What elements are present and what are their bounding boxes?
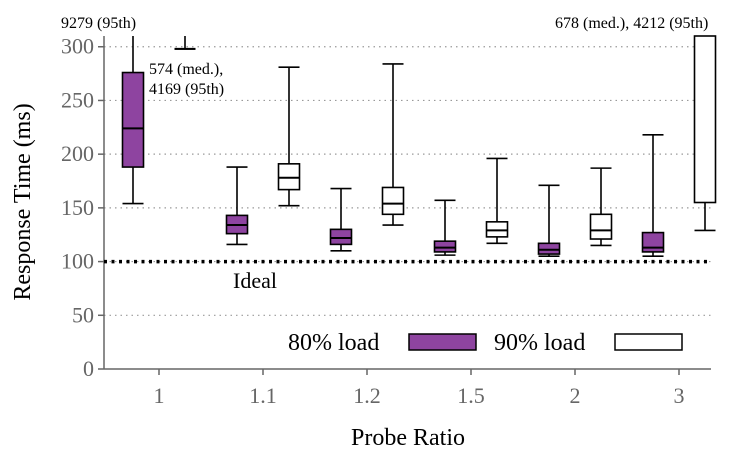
ideal-line-group: Ideal	[104, 259, 711, 293]
box-body	[641, 231, 665, 253]
y-tick-label-100: 100	[61, 249, 94, 274]
box-body	[433, 240, 457, 253]
x-tick-label-1.5: 1.5	[457, 383, 485, 408]
y-tick-label-0: 0	[83, 356, 94, 381]
y-tick-label-50: 50	[72, 302, 94, 327]
box-series	[121, 35, 717, 258]
x-tick-label-1.1: 1.1	[249, 383, 277, 408]
box-90-3	[693, 35, 717, 232]
x-tick-label-3: 3	[674, 383, 685, 408]
x-tick-label-2: 2	[570, 383, 581, 408]
box-body	[329, 228, 353, 246]
legend-label-80: 80% load	[288, 330, 379, 356]
x-ticks: 1 1.1 1.2 1.5 2 3	[154, 369, 685, 408]
box-body	[381, 186, 405, 216]
y-tick-label-300: 300	[61, 34, 94, 59]
box-90-2	[589, 167, 613, 247]
box-body	[485, 221, 509, 238]
box-80-2	[537, 184, 561, 258]
box-body	[277, 163, 301, 191]
x-tick-label-1.2: 1.2	[353, 383, 381, 408]
box-80-1.1	[225, 166, 249, 246]
ideal-label: Ideal	[233, 268, 277, 293]
x-axis-label: Probe Ratio	[351, 425, 465, 451]
box-80-1	[121, 36, 145, 205]
x-tick-label-1: 1	[154, 383, 165, 408]
box-body	[537, 242, 561, 255]
annotation-678-4212: 678 (med.), 4212 (95th)	[555, 15, 708, 32]
box-80-1.2	[329, 187, 353, 252]
legend-swatch-80	[408, 333, 477, 351]
box-90-1	[174, 36, 196, 50]
box-body	[693, 35, 717, 204]
box-80-3	[641, 134, 665, 258]
box-body	[589, 213, 613, 240]
box-90-1.5	[485, 157, 509, 245]
legend: 80% load 90% load	[288, 330, 683, 356]
annotation-4169: 4169 (95th)	[149, 81, 224, 98]
box-90-1.2	[381, 63, 405, 226]
annotation-9279: 9279 (95th)	[61, 15, 136, 32]
y-tick-label-200: 200	[61, 141, 94, 166]
y-ticks: 0 50 100 150 200 250 300	[61, 34, 104, 381]
annotation-574: 574 (med.),	[149, 61, 223, 78]
y-axis-label: Response Time (ms)	[10, 103, 36, 300]
box-90-1.1	[277, 66, 301, 207]
box-80-1.5	[433, 199, 457, 256]
box-body	[121, 71, 145, 168]
y-tick-label-250: 250	[61, 87, 94, 112]
axes	[103, 36, 711, 370]
legend-swatch-90	[614, 333, 683, 351]
y-tick-label-150: 150	[61, 195, 94, 220]
legend-label-90: 90% load	[494, 330, 585, 356]
gridlines	[104, 46, 711, 316]
